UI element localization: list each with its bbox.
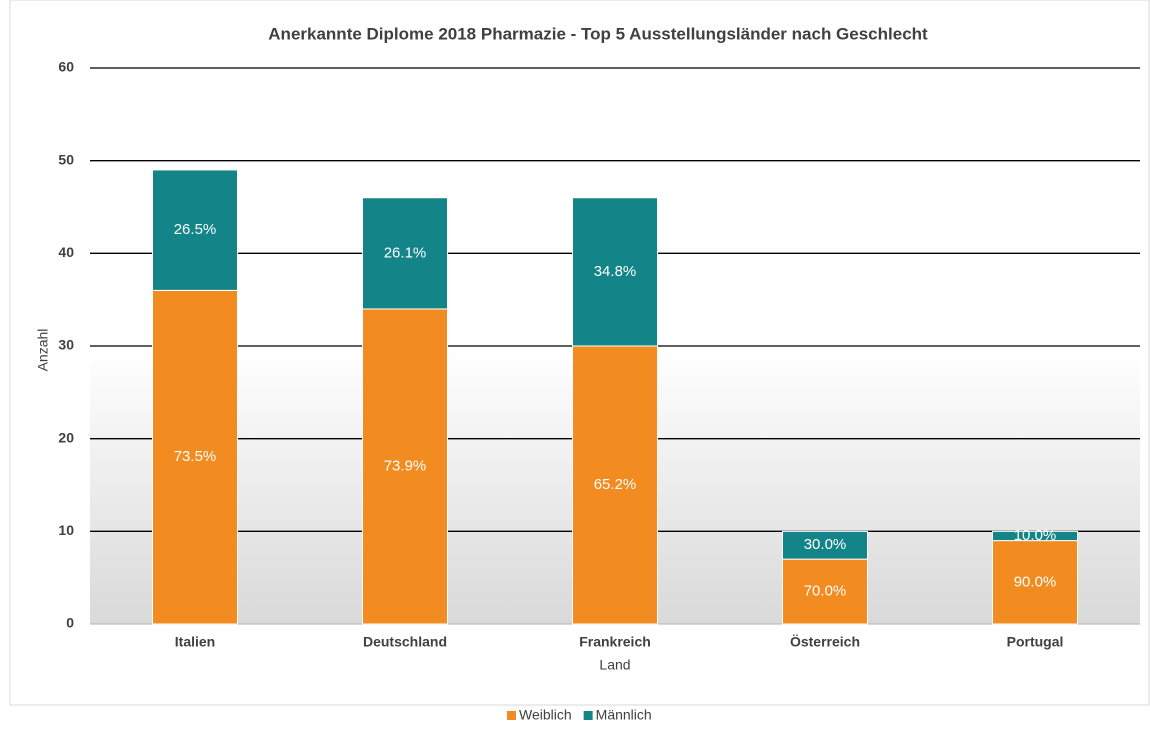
x-tick-label: Deutschland (363, 634, 447, 650)
bar-segment (572, 197, 658, 347)
data-label: 10.0% (1014, 527, 1057, 544)
bar-segment (992, 540, 1078, 625)
data-label: 70.0% (804, 583, 847, 600)
x-tick-label: Portugal (1007, 634, 1064, 650)
data-label: 26.5% (174, 221, 217, 238)
x-tick-label: Frankreich (579, 634, 651, 650)
bar-segment (362, 197, 448, 310)
bar-segment (992, 530, 1078, 542)
x-tick-label: Österreich (790, 634, 860, 650)
data-label: 65.2% (594, 476, 637, 493)
data-label: 26.1% (384, 244, 427, 261)
y-tick-label: 20 (58, 429, 74, 445)
data-label: 73.5% (174, 448, 217, 465)
x-axis-label: Land (599, 657, 630, 673)
bar-segment (152, 169, 238, 291)
y-tick-label: 10 (58, 522, 74, 538)
data-label: 34.8% (594, 263, 637, 280)
bar-segment (782, 530, 868, 560)
y-tick-label: 30 (58, 337, 74, 353)
data-label: 30.0% (804, 536, 847, 553)
y-tick-label: 0 (66, 615, 74, 631)
y-tick-label: 50 (58, 151, 74, 167)
legend-label: Weiblich (519, 707, 572, 723)
x-tick-label: Italien (175, 634, 215, 650)
y-axis-label: Anzahl (35, 329, 51, 372)
legend-swatch (507, 711, 516, 720)
legend-swatch (583, 711, 593, 720)
bar-segment (782, 558, 868, 625)
legend-label: Männlich (596, 707, 652, 723)
y-tick-label: 60 (58, 59, 74, 75)
data-label: 90.0% (1014, 573, 1057, 590)
data-label: 73.9% (384, 457, 427, 474)
bar-segment (572, 345, 658, 625)
bar-segment (362, 308, 448, 625)
bar-segment (152, 289, 238, 625)
chart-title: Anerkannte Diplome 2018 Pharmazie - Top … (268, 24, 928, 43)
y-tick-label: 40 (58, 244, 74, 260)
